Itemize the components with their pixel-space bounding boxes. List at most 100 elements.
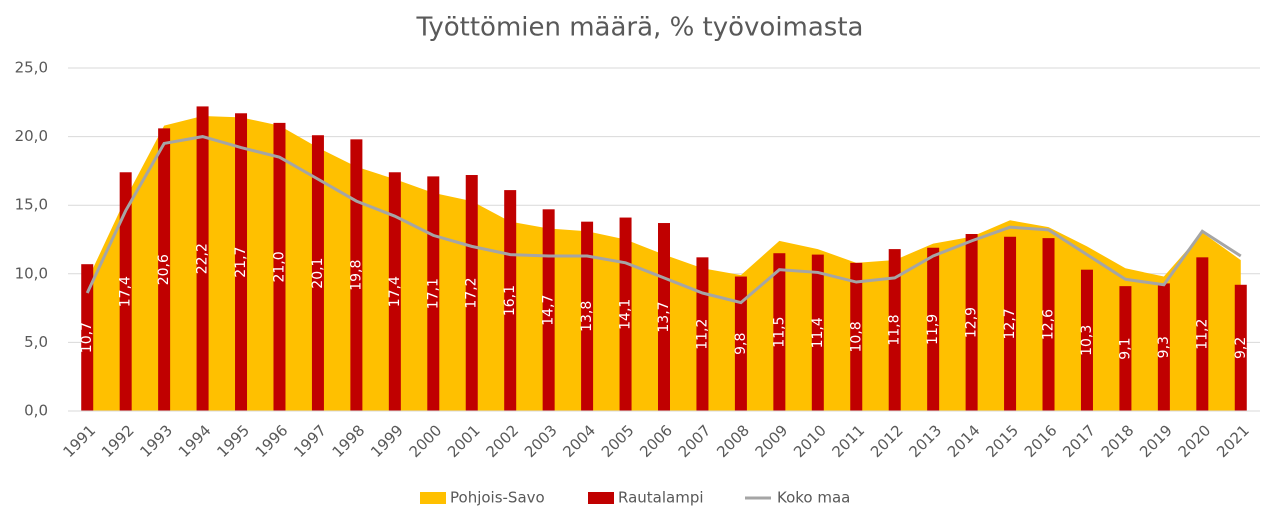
data-label: 12,6 (1041, 309, 1057, 340)
x-tick-label: 2021 (1213, 421, 1253, 461)
x-tick-label: 2010 (790, 421, 830, 461)
bar (1196, 257, 1209, 411)
bar (504, 190, 517, 411)
x-tick-label: 2016 (1021, 421, 1061, 461)
x-tick-label: 2007 (675, 421, 715, 461)
y-tick-label: 10,0 (15, 264, 48, 282)
data-label: 11,2 (1194, 319, 1210, 350)
x-tick-label: 2015 (982, 421, 1022, 461)
y-tick-label: 15,0 (15, 196, 48, 214)
x-tick-label: 2017 (1059, 421, 1099, 461)
data-label: 20,1 (310, 258, 326, 289)
bar (311, 135, 324, 411)
y-tick-label: 0,0 (24, 402, 48, 420)
data-label: 17,1 (425, 278, 441, 309)
legend-label: Rautalampi (618, 489, 704, 507)
bar (773, 253, 786, 411)
bar (619, 217, 632, 411)
x-tick-label: 1993 (136, 421, 176, 461)
data-label: 11,2 (694, 319, 710, 350)
data-label: 14,7 (541, 295, 557, 326)
x-tick-label: 1996 (252, 421, 292, 461)
bar (119, 172, 132, 411)
x-tick-label: 2008 (713, 421, 753, 461)
x-tick-label: 2001 (444, 421, 484, 461)
bar (1080, 269, 1093, 411)
bar (927, 247, 940, 411)
data-label: 21,7 (233, 247, 249, 278)
legend-swatch (588, 492, 614, 504)
x-tick-label: 2018 (1098, 421, 1138, 461)
x-tick-label: 2005 (598, 421, 638, 461)
data-label: 14,1 (618, 299, 634, 330)
x-tick-label: 1994 (175, 421, 215, 461)
x-tick-label: 1995 (213, 421, 253, 461)
data-label: 13,8 (579, 301, 595, 332)
data-label: 12,9 (964, 307, 980, 338)
data-label: 9,3 (1156, 336, 1172, 358)
bar (388, 172, 401, 411)
y-tick-label: 25,0 (15, 59, 48, 77)
legend-swatch (420, 492, 446, 504)
data-label: 13,7 (656, 301, 672, 332)
bar (1042, 238, 1055, 411)
data-label: 17,2 (464, 277, 480, 308)
x-tick-label: 2002 (482, 421, 522, 461)
data-label: 17,4 (387, 276, 403, 307)
data-label: 19,8 (348, 260, 364, 291)
data-label: 9,8 (733, 333, 749, 355)
x-tick-label: 1999 (367, 421, 407, 461)
bar (1004, 236, 1017, 411)
data-label: 11,4 (810, 317, 826, 348)
bar (350, 139, 363, 411)
data-label: 9,1 (1117, 337, 1133, 359)
x-tick-label: 1991 (60, 421, 100, 461)
data-label: 10,7 (79, 322, 95, 353)
x-tick-label: 2014 (944, 421, 984, 461)
chart-title: Työttömien määrä, % työvoimasta (416, 13, 864, 43)
legend-label: Koko maa (777, 489, 850, 507)
bar (1157, 283, 1170, 411)
data-label: 16,1 (502, 285, 518, 316)
bar (1119, 286, 1132, 411)
x-tick-label: 2019 (1136, 421, 1176, 461)
data-label: 10,3 (1079, 325, 1095, 356)
y-tick-label: 5,0 (24, 333, 48, 351)
bar (196, 106, 209, 411)
bar (1234, 284, 1247, 411)
bar (811, 254, 824, 411)
x-tick-label: 1992 (98, 421, 138, 461)
data-label: 11,8 (887, 314, 903, 345)
bar (888, 249, 901, 411)
legend-label: Pohjois-Savo (450, 489, 545, 507)
x-tick-label: 2006 (636, 421, 676, 461)
bar (696, 257, 709, 411)
bar (965, 234, 978, 411)
x-tick-label: 2003 (521, 421, 561, 461)
data-label: 10,8 (848, 321, 864, 352)
bar (81, 264, 94, 411)
data-label: 22,2 (195, 243, 211, 274)
x-tick-label: 2011 (829, 421, 869, 461)
bar (581, 221, 594, 411)
bar (465, 175, 478, 411)
x-tick-label: 2012 (867, 421, 907, 461)
x-tick-label: 2013 (905, 421, 945, 461)
bar (235, 113, 248, 411)
x-tick-label: 1998 (329, 421, 369, 461)
line (85, 135, 1242, 305)
data-label: 21,0 (271, 251, 287, 282)
data-label: 9,2 (1233, 337, 1249, 359)
line-layer (85, 135, 1242, 305)
bar (734, 276, 747, 411)
x-tick-label: 2020 (1175, 421, 1215, 461)
data-label: 17,4 (118, 276, 134, 307)
bar (850, 262, 863, 411)
x-tick-label: 2009 (752, 421, 792, 461)
data-label: 11,9 (925, 314, 941, 345)
data-label: 11,5 (771, 317, 787, 348)
bar (542, 209, 555, 411)
bar (158, 128, 171, 412)
x-tick-label: 2000 (406, 421, 446, 461)
